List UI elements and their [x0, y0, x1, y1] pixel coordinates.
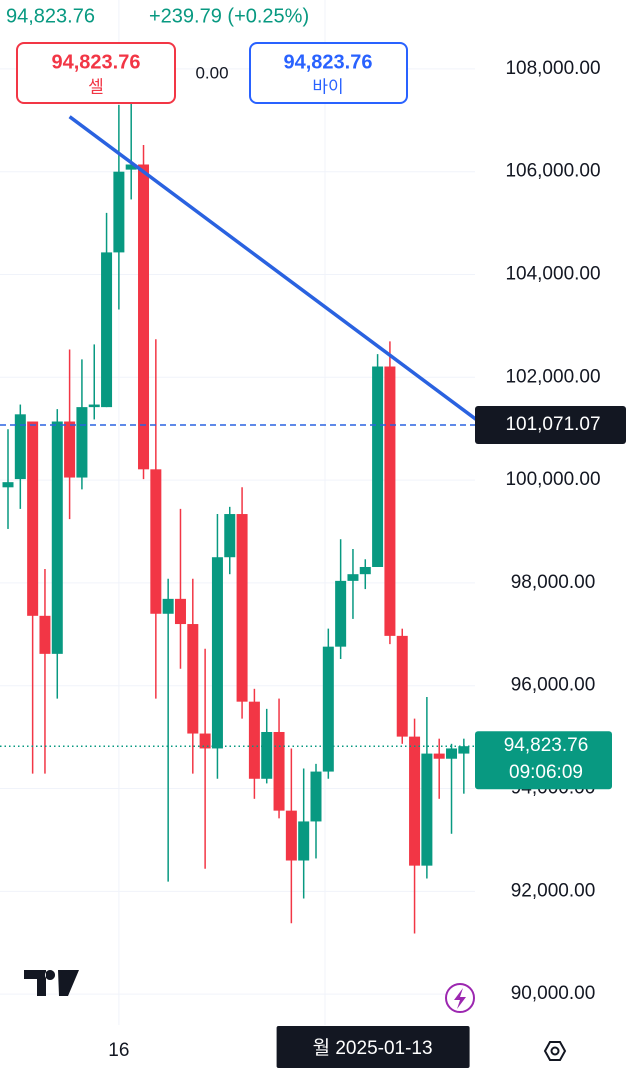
candle-body — [322, 646, 334, 772]
candle-body — [39, 615, 51, 654]
y-tick-label: 108,000.00 — [505, 58, 600, 79]
settings-icon[interactable] — [543, 1041, 567, 1061]
candle-body — [433, 753, 445, 759]
crosshair-price-label: 101,071.07 — [505, 414, 600, 435]
candle-body — [335, 580, 347, 647]
candle-body — [421, 753, 433, 866]
candle-body — [224, 514, 236, 558]
crosshair-price-box — [475, 406, 626, 445]
candle-body — [2, 482, 14, 488]
y-tick-label: 96,000.00 — [511, 675, 596, 696]
candle-body — [261, 731, 273, 779]
buy-button[interactable] — [249, 42, 408, 104]
candle-body — [347, 574, 359, 581]
candle-body — [372, 366, 384, 567]
last-price-box — [475, 731, 612, 790]
candle-body — [125, 164, 137, 170]
crosshair-date-box — [276, 1026, 470, 1068]
candle-body — [174, 598, 186, 625]
candle-body — [384, 366, 396, 636]
y-tick-label: 106,000.00 — [505, 161, 600, 182]
candle-body — [187, 624, 199, 734]
sell-button[interactable] — [16, 42, 176, 104]
sell-price: 94,823.76 — [52, 51, 141, 73]
candle-body — [236, 514, 248, 702]
y-tick-label: 92,000.00 — [511, 880, 596, 901]
candle-body — [88, 404, 100, 408]
candle-body — [211, 557, 223, 749]
last-price-label: 94,823.76 — [504, 735, 589, 756]
candle-body — [285, 810, 297, 861]
candle-body — [76, 407, 88, 478]
candle-body — [310, 771, 322, 822]
candle-body — [64, 421, 76, 478]
grid — [0, 0, 475, 1025]
overlay: 90,000.0092,000.0094,000.0096,000.0098,0… — [0, 58, 626, 1068]
candle-body — [458, 746, 470, 754]
crosshair-date-label: 월 2025-01-13 — [313, 1037, 433, 1059]
candle-body — [359, 566, 371, 575]
candles — [2, 94, 470, 934]
countdown-label: 09:06:09 — [509, 762, 583, 783]
y-tick-label: 98,000.00 — [511, 572, 596, 593]
x-tick-label: 16 — [108, 1040, 129, 1061]
candle-body — [298, 821, 310, 861]
sell-label: 셀 — [88, 77, 104, 96]
candle-body — [409, 736, 421, 866]
logo — [24, 970, 79, 996]
buy-label: 바이 — [312, 77, 343, 96]
candle-body — [162, 598, 174, 614]
candle-body — [396, 635, 408, 737]
candle-body — [113, 171, 125, 253]
candle-body — [273, 731, 285, 811]
candle-body — [248, 701, 260, 779]
buy-price: 94,823.76 — [284, 51, 373, 73]
candle-body — [101, 252, 113, 408]
alert-bolt — [454, 988, 466, 1009]
header-change: +239.79 (+0.25%) — [149, 5, 309, 27]
candle-body — [150, 469, 162, 614]
candle-body — [51, 421, 63, 654]
header-price: 94,823.76 — [6, 5, 95, 27]
y-tick-label: 100,000.00 — [505, 469, 600, 490]
spread: 0.00 — [195, 63, 228, 82]
settings-dot — [550, 1046, 560, 1056]
y-tick-label: 90,000.00 — [511, 983, 596, 1004]
candle-body — [446, 748, 458, 759]
y-tick-label: 102,000.00 — [505, 366, 600, 387]
candle-body — [14, 414, 26, 480]
candle-body — [27, 421, 39, 616]
y-tick-label: 104,000.00 — [505, 264, 600, 285]
candle-body — [138, 164, 150, 470]
trendline — [68, 115, 478, 421]
candle-body — [199, 733, 211, 749]
